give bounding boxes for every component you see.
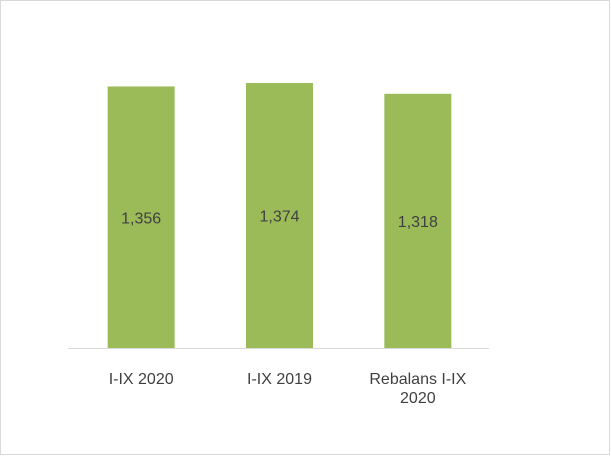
bar [107,86,175,348]
x-tick-label: I-IX 2020 [108,371,174,388]
value-label: 1,318 [398,214,438,231]
x-tick-label: Rebalans I-IX 2020 [369,371,467,407]
x-tick-label: I-IX 2019 [247,371,312,388]
value-label: 1,374 [259,209,299,226]
bar [246,83,313,348]
value-label: 1,356 [121,210,161,227]
bar [384,93,452,348]
